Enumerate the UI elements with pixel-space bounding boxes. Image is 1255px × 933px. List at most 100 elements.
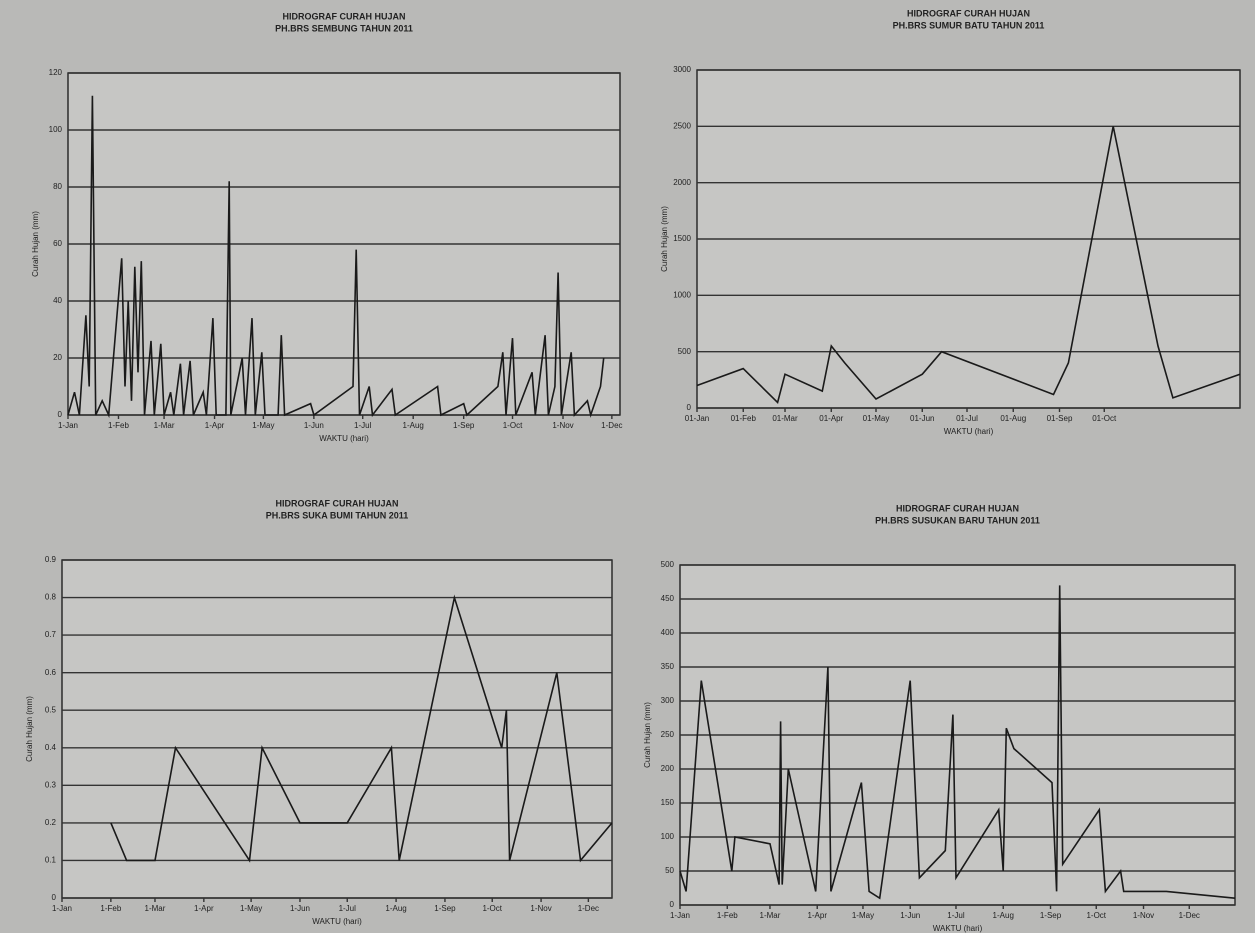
y-tick-label: 0.1: [45, 856, 57, 865]
x-tick-label: 1-Mar: [145, 904, 166, 913]
y-tick-label: 350: [661, 662, 675, 671]
x-tick-label: 1-Sep: [453, 421, 475, 430]
x-tick-label: 01-Feb: [731, 414, 757, 423]
x-tick-label: 1-Oct: [482, 904, 502, 913]
y-tick-label: 120: [49, 68, 63, 77]
chart-subtitle: PH.BRS SUMUR BATU TAHUN 2011: [893, 20, 1045, 30]
x-tick-label: 1-Jan: [58, 421, 78, 430]
x-axis-label: WAKTU (hari): [944, 427, 994, 436]
y-tick-label: 0.3: [45, 780, 57, 789]
x-tick-label: 1-Apr: [807, 911, 827, 920]
x-tick-label: 1-Dec: [578, 904, 599, 913]
y-axis-label: Curah Hujan (mm): [25, 696, 34, 762]
x-tick-label: 1-Apr: [194, 904, 214, 913]
data-line: [67, 95, 605, 419]
x-tick-label: 01-Jun: [910, 414, 934, 423]
x-tick-label: 01-May: [863, 414, 890, 423]
x-tick-label: 1-Jul: [354, 421, 372, 430]
y-tick-label: 400: [661, 628, 675, 637]
x-tick-label: 1-Jun: [304, 421, 324, 430]
chart-subtitle: PH.BRS SUKA BUMI TAHUN 2011: [266, 510, 409, 520]
y-tick-label: 150: [661, 798, 675, 807]
x-tick-label: 1-Apr: [205, 421, 225, 430]
x-tick-label: 01-Oct: [1092, 414, 1117, 423]
x-tick-label: 1-May: [252, 421, 274, 430]
y-tick-label: 500: [661, 560, 675, 569]
x-tick-label: 1-Jun: [290, 904, 310, 913]
y-tick-label: 60: [53, 239, 62, 248]
y-tick-label: 0: [687, 403, 692, 412]
x-tick-label: 01-Mar: [772, 414, 798, 423]
y-tick-label: 500: [678, 347, 692, 356]
y-tick-label: 100: [49, 125, 63, 134]
x-tick-label: 1-Mar: [760, 911, 781, 920]
y-tick-label: 0.2: [45, 818, 57, 827]
y-tick-label: 2500: [673, 121, 691, 130]
x-tick-label: 1-Feb: [717, 911, 738, 920]
y-tick-label: 20: [53, 353, 62, 362]
y-tick-label: 0.9: [45, 555, 57, 564]
x-tick-label: 1-Jan: [52, 904, 72, 913]
chart-title: HIDROGRAF CURAH HUJAN: [907, 8, 1030, 18]
x-tick-label: 1-Feb: [100, 904, 121, 913]
x-tick-label: 1-Feb: [108, 421, 129, 430]
x-tick-label: 1-Jun: [900, 911, 920, 920]
x-axis-label: WAKTU (hari): [312, 917, 362, 926]
data-line: [110, 594, 613, 863]
x-tick-label: 01-Sep: [1047, 414, 1073, 423]
y-tick-label: 1500: [673, 234, 691, 243]
x-tick-label: 1-Aug: [993, 911, 1014, 920]
data-line: [679, 585, 1236, 900]
chart-title: HIDROGRAF CURAH HUJAN: [896, 503, 1019, 513]
y-tick-label: 0.8: [45, 593, 57, 602]
y-tick-label: 0: [670, 900, 675, 909]
x-tick-label: 1-Jul: [339, 904, 357, 913]
y-tick-label: 1000: [673, 290, 691, 299]
chart-title: HIDROGRAF CURAH HUJAN: [283, 11, 406, 21]
x-tick-label: 1-Nov: [1133, 911, 1154, 920]
y-tick-label: 450: [661, 594, 675, 603]
x-tick-label: 1-Nov: [530, 904, 551, 913]
y-axis-label: Curah Hujan (mm): [31, 211, 40, 277]
chart-subtitle: PH.BRS SUSUKAN BARU TAHUN 2011: [875, 515, 1040, 525]
x-tick-label: 1-Sep: [434, 904, 456, 913]
x-tick-label: 01-Apr: [819, 414, 843, 423]
plot-area: [61, 559, 613, 899]
y-axis-label: Curah Hujan (mm): [660, 206, 669, 272]
y-tick-label: 250: [661, 730, 675, 739]
y-tick-label: 40: [53, 296, 62, 305]
x-tick-label: 1-Sep: [1040, 911, 1062, 920]
x-axis-label: WAKTU (hari): [933, 924, 983, 933]
x-tick-label: 01-Aug: [1000, 414, 1026, 423]
x-tick-label: 1-Oct: [1086, 911, 1106, 920]
x-tick-label: 1-Aug: [403, 421, 424, 430]
y-axis-label: Curah Hujan (mm): [643, 702, 652, 768]
chart-subtitle: PH.BRS SEMBUNG TAHUN 2011: [275, 23, 413, 33]
x-tick-label: 1-Oct: [503, 421, 523, 430]
y-tick-label: 300: [661, 696, 675, 705]
x-tick-label: 1-Dec: [601, 421, 622, 430]
data-line: [696, 126, 1241, 404]
y-tick-label: 50: [665, 866, 674, 875]
y-tick-label: 2000: [673, 178, 691, 187]
x-tick-label: 1-Jan: [670, 911, 690, 920]
x-tick-label: 1-Mar: [154, 421, 175, 430]
y-tick-label: 0.5: [45, 705, 57, 714]
y-tick-label: 80: [53, 182, 62, 191]
x-tick-label: 01-Jan: [685, 414, 709, 423]
y-tick-label: 200: [661, 764, 675, 773]
x-tick-label: 1-Dec: [1179, 911, 1200, 920]
y-tick-label: 0.7: [45, 630, 57, 639]
x-tick-label: 01-Jul: [956, 414, 978, 423]
y-tick-label: 0.6: [45, 668, 57, 677]
chart-title: HIDROGRAF CURAH HUJAN: [276, 498, 399, 508]
x-tick-label: 1-Nov: [552, 421, 573, 430]
x-axis-label: WAKTU (hari): [319, 434, 369, 443]
x-tick-label: 1-Jul: [947, 911, 965, 920]
y-tick-label: 100: [661, 832, 675, 841]
x-tick-label: 1-May: [852, 911, 874, 920]
x-tick-label: 1-May: [240, 904, 262, 913]
y-tick-label: 0.4: [45, 743, 57, 752]
y-tick-label: 3000: [673, 65, 691, 74]
